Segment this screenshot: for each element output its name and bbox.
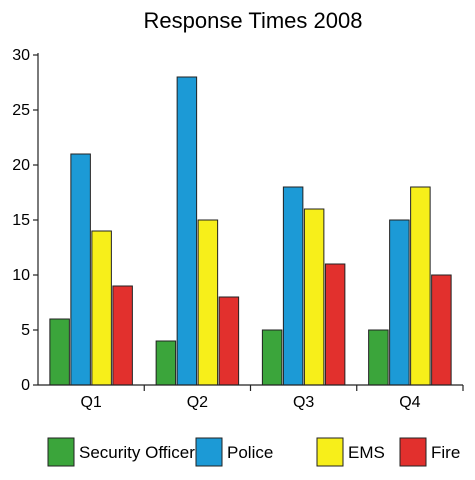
y-tick-label: 30 [12, 47, 30, 64]
bar-security-officer-q1 [49, 318, 70, 386]
legend-label: Police [227, 443, 273, 462]
legend-label: Fire [431, 443, 460, 462]
y-tick-label: 20 [12, 157, 30, 174]
y-tick-label: 5 [21, 322, 30, 339]
bar-police-q2 [176, 76, 198, 386]
bar-ems-q4 [410, 186, 431, 386]
legend-swatch [399, 437, 427, 467]
bar-ems-q1 [91, 230, 112, 386]
bar-police-q1 [70, 153, 91, 386]
x-tick-label: Q1 [80, 394, 101, 411]
bar-security-officer-q4 [368, 329, 389, 386]
legend: Security Officer Police EMS Fire [47, 437, 460, 467]
x-tick-label: Q4 [399, 394, 420, 411]
x-tick-label: Q2 [187, 394, 208, 411]
bar-fire-q2 [218, 296, 240, 386]
y-tick-label: 25 [12, 102, 30, 119]
bar-security-officer-q3 [261, 329, 283, 386]
legend-swatch [195, 437, 223, 467]
bar-police-q3 [282, 186, 304, 386]
legend-label: EMS [348, 443, 385, 462]
bar-fire-q1 [112, 285, 133, 386]
bar-fire-q3 [324, 263, 346, 386]
chart-title: Response Times 2008 [144, 8, 363, 33]
y-axis: 0 5 10 15 20 25 30 [12, 47, 39, 394]
x-tick-label: Q3 [293, 394, 314, 411]
bar-fire-q4 [431, 274, 452, 386]
bar-ems-q2 [197, 219, 219, 386]
bar-security-officer-q2 [155, 340, 177, 386]
bar-police-q4 [389, 219, 410, 386]
legend-swatch [316, 437, 344, 467]
bars-group [49, 76, 452, 386]
y-tick-label: 15 [12, 212, 30, 229]
y-tick-label: 0 [21, 377, 30, 394]
y-tick-label: 10 [12, 267, 30, 284]
legend-swatch [47, 437, 75, 467]
x-axis: Q1 Q2 Q3 Q4 [38, 384, 464, 411]
legend-label: Security Officer [79, 443, 195, 462]
bar-ems-q3 [303, 208, 325, 386]
